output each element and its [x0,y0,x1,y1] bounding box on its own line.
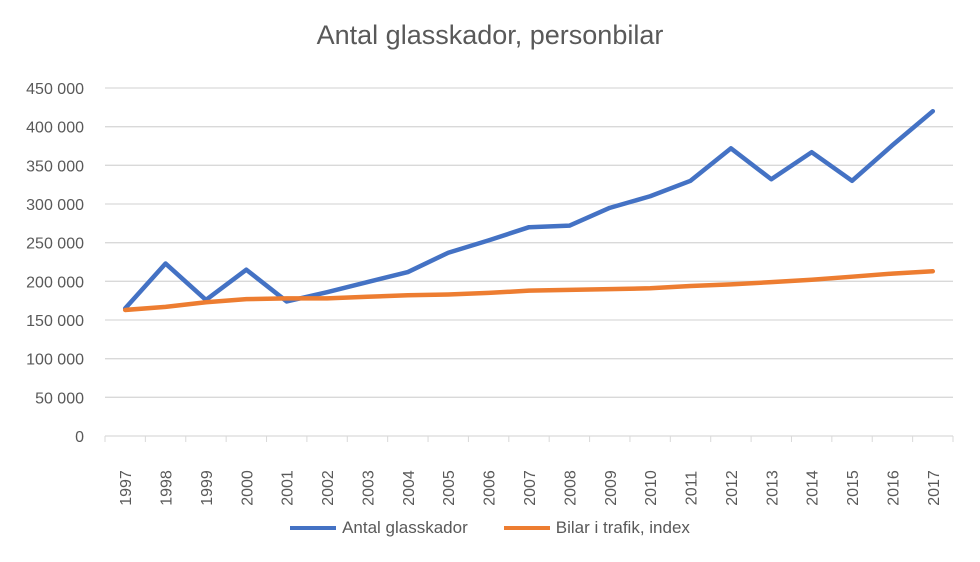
x-tick-label: 2001 [280,470,297,506]
x-tick-label: 2014 [805,470,822,506]
legend-item: Bilar i trafik, index [503,518,690,538]
x-tick-label: 2017 [926,470,943,506]
legend: Antal glasskador Bilar i trafik, index [0,518,980,538]
y-tick-label: 300 000 [26,197,84,214]
legend-item: Antal glasskador [290,518,468,538]
legend-swatch [290,526,337,530]
y-tick-label: 100 000 [26,352,84,369]
chart-title: Antal glasskador, personbilar [316,20,664,50]
x-tick-label: 1998 [159,470,176,506]
x-tick-label: 2008 [562,470,579,506]
legend-label: Bilar i trafik, index [555,518,690,537]
x-tick-label: 2005 [441,470,458,506]
x-tick-label: 2000 [239,470,256,506]
x-tick-label: 2013 [764,470,781,506]
x-tick-label: 2002 [320,470,337,506]
legend-swatch [503,526,550,530]
x-tick-label: 1999 [199,470,216,506]
y-tick-label: 0 [75,429,84,446]
x-tick-label: 1997 [118,470,135,506]
y-tick-label: 250 000 [26,236,84,253]
y-tick-label: 450 000 [26,81,84,98]
x-tick-label: 2016 [885,470,902,506]
y-tick-label: 200 000 [26,274,84,291]
x-tick-label: 2012 [724,470,741,506]
x-tick-label: 2006 [482,470,499,506]
x-tick-label: 2009 [603,470,620,506]
x-tick-label: 2007 [522,470,539,506]
x-tick-label: 2011 [684,471,701,506]
y-tick-label: 350 000 [26,158,84,175]
y-tick-label: 400 000 [26,120,84,137]
legend-label: Antal glasskador [342,518,468,537]
x-tick-label: 2003 [360,470,377,506]
x-tick-label: 2004 [401,470,418,506]
y-tick-label: 150 000 [26,313,84,330]
y-tick-label: 50 000 [35,390,84,407]
x-tick-label: 2015 [845,470,862,506]
x-tick-label: 2010 [643,470,660,506]
